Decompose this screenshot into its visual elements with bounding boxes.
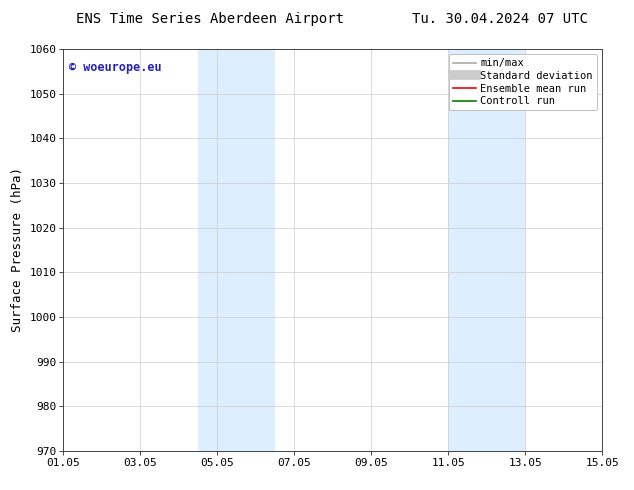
Bar <box>448 49 526 451</box>
Legend: min/max, Standard deviation, Ensemble mean run, Controll run: min/max, Standard deviation, Ensemble me… <box>449 54 597 110</box>
Text: ENS Time Series Aberdeen Airport: ENS Time Series Aberdeen Airport <box>76 12 344 26</box>
Y-axis label: Surface Pressure (hPa): Surface Pressure (hPa) <box>11 168 24 332</box>
Bar <box>198 49 275 451</box>
Text: Tu. 30.04.2024 07 UTC: Tu. 30.04.2024 07 UTC <box>412 12 588 26</box>
Text: © woeurope.eu: © woeurope.eu <box>68 61 162 74</box>
